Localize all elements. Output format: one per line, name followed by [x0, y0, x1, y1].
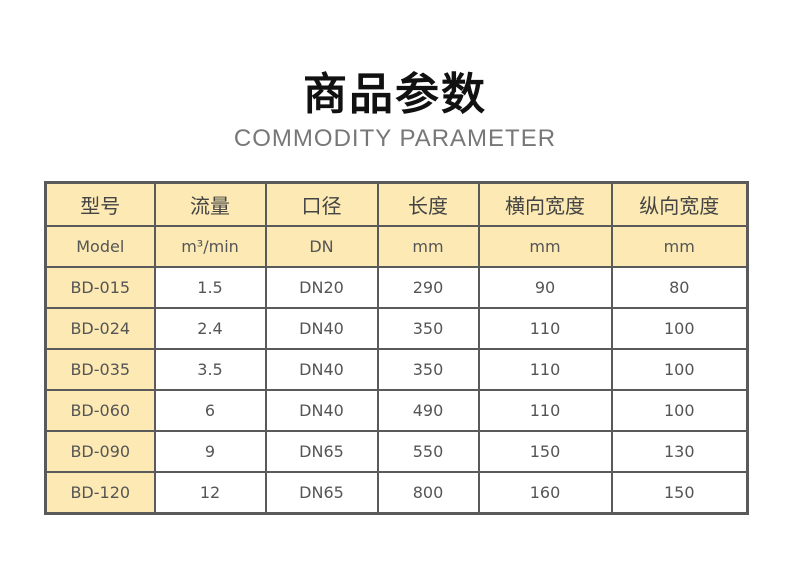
table-cell: 9	[153, 430, 267, 473]
table-cell: 490	[376, 389, 480, 432]
table-cell: DN40	[264, 348, 379, 391]
table-cell: BD-120	[44, 471, 156, 515]
table-cell: 横向宽度	[477, 181, 613, 227]
table-row: BD-120 12 DN65 800 160 150	[44, 471, 749, 515]
table-cell: 80	[610, 266, 749, 309]
table-cell: BD-035	[44, 348, 156, 391]
table-cell: 长度	[376, 181, 480, 227]
table-cell: mm	[376, 225, 480, 268]
table-cell: 110	[477, 348, 613, 391]
table-cell: 150	[610, 471, 749, 515]
table-cell: 350	[376, 348, 480, 391]
table-row: BD-015 1.5 DN20 290 90 80	[44, 266, 749, 309]
table-cell: m³/min	[153, 225, 267, 268]
table-cell: 100	[610, 348, 749, 391]
table-cell: 350	[376, 307, 480, 350]
table-cell: 550	[376, 430, 480, 473]
table-cell: DN65	[264, 430, 379, 473]
table-cell: 100	[610, 389, 749, 432]
table-row: BD-060 6 DN40 490 110 100	[44, 389, 749, 432]
table-cell: 12	[153, 471, 267, 515]
table-cell: DN20	[264, 266, 379, 309]
table-cell: DN	[264, 225, 379, 268]
table-cell: 160	[477, 471, 613, 515]
units-row: Model m³/min DN mm mm mm	[44, 225, 749, 268]
page-subtitle: COMMODITY PARAMETER	[233, 125, 557, 152]
table-cell: 6	[153, 389, 267, 432]
table-cell: 110	[477, 389, 613, 432]
table-row: BD-090 9 DN65 550 150 130	[44, 430, 749, 473]
table-cell: 流量	[153, 181, 267, 227]
table-cell: 3.5	[153, 348, 267, 391]
table-cell: 90	[477, 266, 613, 309]
table-cell: BD-024	[44, 307, 156, 350]
table-cell: 口径	[264, 181, 379, 227]
table-cell: 纵向宽度	[610, 181, 749, 227]
parameter-table: 型号 流量 口径 长度 横向宽度 纵向宽度 Model m³/min DN mm mm mm BD-01…	[44, 181, 749, 515]
table-cell: DN65	[264, 471, 379, 515]
header-row: 型号 流量 口径 长度 横向宽度 纵向宽度	[44, 181, 749, 227]
table-row: BD-024 2.4 DN40 350 110 100	[44, 307, 749, 350]
table-cell: 130	[610, 430, 749, 473]
table-cell: DN40	[264, 307, 379, 350]
table-cell: 150	[477, 430, 613, 473]
table-cell: mm	[477, 225, 613, 268]
table-cell: 2.4	[153, 307, 267, 350]
table-cell: Model	[44, 225, 156, 268]
table-cell: 100	[610, 307, 749, 350]
table-cell: BD-090	[44, 430, 156, 473]
table-cell: 110	[477, 307, 613, 350]
table-cell: DN40	[264, 389, 379, 432]
table-cell: 1.5	[153, 266, 267, 309]
table-cell: BD-060	[44, 389, 156, 432]
page-title: 商品参数	[303, 69, 487, 120]
table-cell: 800	[376, 471, 480, 515]
table-cell: BD-015	[44, 266, 156, 309]
table-row: BD-035 3.5 DN40 350 110 100	[44, 348, 749, 391]
table-cell: mm	[610, 225, 749, 268]
table-cell: 290	[376, 266, 480, 309]
table-cell: 型号	[44, 181, 156, 227]
